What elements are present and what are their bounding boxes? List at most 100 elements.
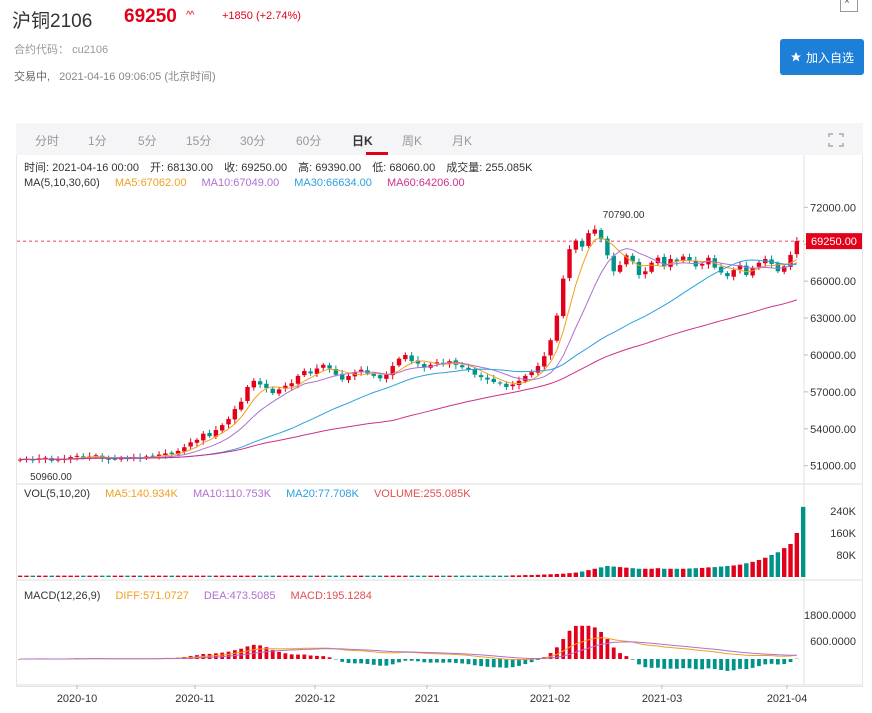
- candle-body: [535, 366, 541, 373]
- volume-bar: [314, 575, 320, 577]
- candle-body: [409, 355, 414, 362]
- volume-bar: [453, 575, 459, 577]
- tab-60min[interactable]: 60分: [296, 134, 322, 148]
- candle-body: [188, 442, 193, 447]
- volume-bar: [504, 575, 509, 577]
- macd-label: MACD(12,26,9): [24, 590, 101, 602]
- volume-bar: [276, 575, 282, 577]
- tab-5min[interactable]: 5分: [138, 134, 157, 148]
- volume-bar: [693, 568, 699, 577]
- add-favorite-button[interactable]: 加入自选: [780, 39, 864, 75]
- macd-bar: [498, 659, 502, 668]
- volume-bar: [466, 575, 471, 577]
- volume-bar: [207, 575, 212, 577]
- candle-body: [270, 388, 275, 394]
- macd-bar: [586, 625, 591, 659]
- candle-body: [459, 365, 465, 368]
- macd-bar: [504, 659, 509, 668]
- info-close: 收: 69250.00: [224, 162, 288, 174]
- macd-bar: [674, 659, 679, 669]
- close-icon: ×: [844, 0, 850, 7]
- macd-bar: [573, 625, 578, 659]
- volume-tick-label: 160K: [830, 528, 856, 540]
- macd-bar: [378, 659, 382, 666]
- macd-bar: [340, 659, 345, 662]
- ma60-value: MA60:64206.00: [386, 177, 465, 189]
- contract-code: cu2106: [72, 44, 109, 56]
- candle-body: [308, 371, 313, 374]
- macd-bar: [359, 659, 364, 664]
- candle-body: [289, 383, 294, 387]
- volume-bar: [409, 575, 414, 577]
- tab-1min[interactable]: 1分: [88, 134, 107, 148]
- volume-bar: [87, 575, 92, 577]
- candle-body: [43, 457, 48, 459]
- volume-bar: [264, 575, 269, 577]
- volume-bar: [617, 567, 623, 577]
- candle-body: [434, 362, 440, 365]
- close-window-button[interactable]: ×: [840, 0, 858, 12]
- tab-monthly-k[interactable]: 月K: [452, 134, 473, 148]
- volume-bar: [201, 575, 206, 577]
- volume-bar: [554, 573, 560, 577]
- macd-bar: [782, 659, 787, 665]
- volume-bar: [24, 575, 29, 577]
- volume-bar: [605, 566, 610, 577]
- candle-body: [150, 455, 155, 457]
- info-time: 时间: 2021-04-16 00:00: [24, 162, 139, 174]
- volume-bar: [396, 575, 402, 577]
- volume-bar: [447, 575, 452, 577]
- macd-bar: [643, 659, 648, 668]
- candle-body: [674, 259, 680, 262]
- candle-body: [744, 265, 749, 275]
- tab-weekly-k[interactable]: 周K: [402, 134, 423, 148]
- candle-body: [662, 257, 667, 267]
- contract-code-label: 合约代码：: [14, 44, 69, 56]
- volume-bar: [706, 567, 711, 577]
- candle-body: [17, 459, 23, 461]
- candle-body: [226, 418, 231, 425]
- macd-bar: [384, 659, 389, 666]
- fullscreen-icon[interactable]: [828, 133, 844, 147]
- macd-bar: [738, 659, 742, 669]
- tab-30min[interactable]: 30分: [240, 134, 266, 148]
- kline-info-line: 时间: 2021-04-16 00:00 开: 68130.00 收: 6925…: [24, 159, 533, 175]
- vol-label: VOL(5,10,20): [24, 488, 91, 500]
- date-tick-label: 2020-10: [57, 693, 97, 705]
- candle-body: [327, 365, 332, 369]
- candle-body: [605, 238, 610, 256]
- volume-bar: [68, 575, 73, 577]
- volume-bar: [592, 568, 597, 577]
- price-tick-label: 63000.00: [810, 313, 856, 325]
- macd-bar: [428, 659, 433, 663]
- candle-body: [232, 409, 238, 420]
- tab-intraday[interactable]: 分时: [35, 134, 60, 148]
- candle-body: [169, 452, 174, 455]
- tab-15min[interactable]: 15分: [186, 134, 212, 148]
- candle-body: [358, 369, 364, 372]
- volume-bar: [156, 575, 162, 577]
- tab-daily-k[interactable]: 日K: [352, 134, 373, 148]
- volume-bar: [220, 575, 225, 577]
- volume-bar: [579, 571, 585, 577]
- candle-body: [630, 255, 635, 262]
- candle-body: [302, 370, 307, 376]
- volume-bar: [74, 575, 80, 577]
- volume-bar: [257, 575, 263, 577]
- ma60-line: [20, 299, 797, 461]
- price-tick-label: 51000.00: [810, 461, 856, 473]
- macd-bar: [422, 659, 427, 663]
- candle-body: [592, 229, 597, 234]
- contract-code-line: 合约代码： cu2106: [14, 41, 108, 57]
- macd-bar: [214, 653, 218, 659]
- volume-bar: [731, 565, 736, 577]
- macd-bar: [283, 653, 288, 659]
- macd-bar: [435, 659, 439, 663]
- macd-bar: [536, 659, 540, 660]
- volume-bar: [643, 568, 648, 577]
- candle-body: [403, 354, 408, 360]
- candle-body: [750, 267, 755, 276]
- candle-body: [422, 364, 427, 368]
- macd-bar: [397, 659, 401, 663]
